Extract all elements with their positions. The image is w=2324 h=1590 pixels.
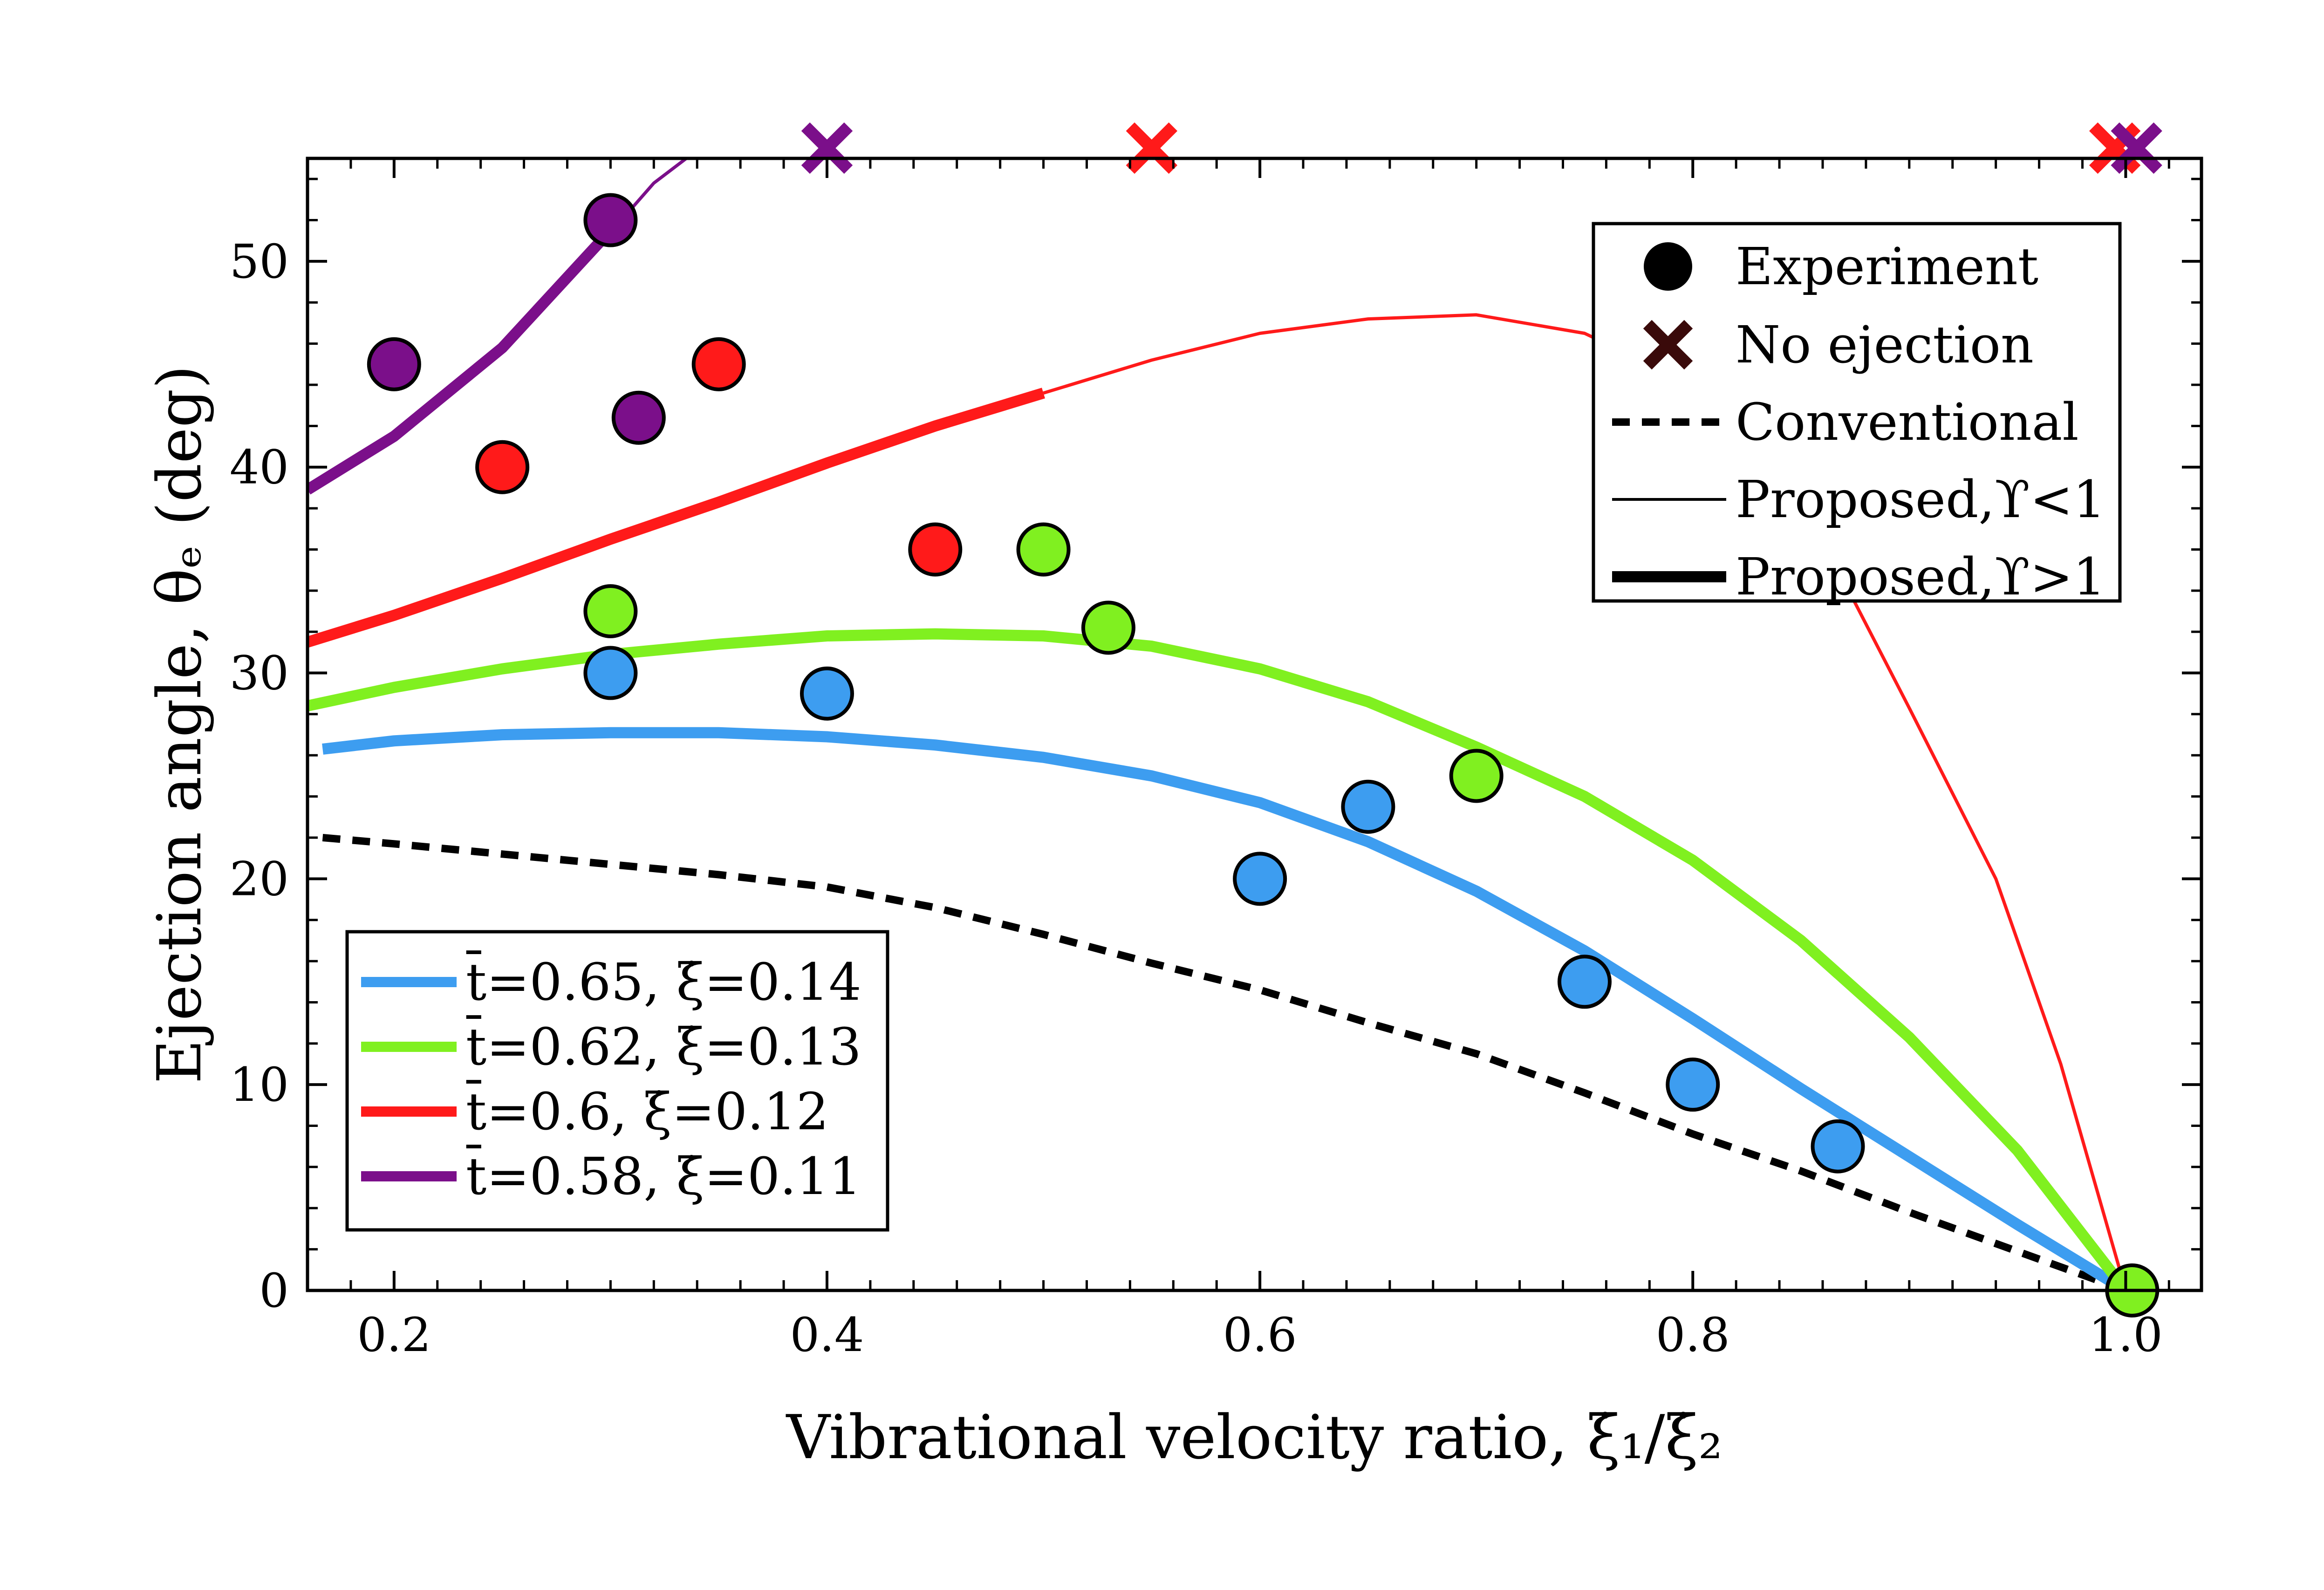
no-ejection-legend-marker (1643, 320, 1693, 370)
experiment-point-green (1449, 749, 1504, 803)
experiment-point-green (1016, 522, 1071, 577)
plot-frame (306, 157, 2203, 1292)
proposed-thick-curve-blue (322, 727, 2129, 1290)
series-legend-label-red: t̄=0.6, ξ̇=0.12 (466, 1080, 829, 1141)
y-tick-label: 50 (230, 234, 289, 289)
x-tick-label: 0.4 (790, 1308, 864, 1362)
series-legend-label-blue: t̄=0.65, ξ̇=0.14 (466, 950, 861, 1012)
no-ejection-marker-purple (2111, 122, 2162, 174)
legend-label-experiment: Experiment (1736, 237, 2038, 296)
experiment-point-green (583, 584, 638, 638)
legend-label-proposed-thick: Proposed,ϒ>1 (1736, 547, 2105, 607)
x-tick-label: 0.8 (1656, 1308, 1730, 1362)
experiment-point-blue (800, 666, 854, 721)
y-tick-label: 0 (259, 1263, 289, 1318)
y-axis-title: Ejection angle, θₑ (deg) (144, 365, 215, 1084)
x-axis-title: Vibrational velocity ratio, ξ̇₁/ξ̇₂ (786, 1402, 1722, 1473)
no-ejection-marker-purple (801, 122, 853, 174)
experiment-point-blue (1811, 1119, 1865, 1174)
x-tick-label: 1.0 (2089, 1308, 2163, 1362)
experiment-point-purple (367, 337, 421, 391)
series-legend-label-purple: t̄=0.58, ξ̇=0.11 (466, 1145, 861, 1206)
experiment-point-green (1081, 601, 1135, 655)
no-ejection-marker-red (1126, 122, 1178, 174)
experiment-point-blue (583, 646, 638, 700)
marker-legend: Experiment No ejection Conventional Prop… (1592, 222, 2122, 607)
experiment-point-purple (583, 193, 638, 247)
y-tick-label: 10 (230, 1058, 289, 1112)
series-legend-label-green: t̄=0.62, ξ̇=0.13 (466, 1015, 861, 1077)
y-tick-label: 40 (230, 440, 289, 495)
experiment-point-blue (1233, 852, 1287, 906)
proposed-thick-curve-red (308, 388, 1045, 648)
experiment-legend-marker (1644, 242, 1692, 291)
legend-label-proposed-thin: Proposed,ϒ<1 (1736, 470, 2105, 529)
legend-label-no-ejection: No ejection (1736, 315, 2034, 375)
experiment-point-red (691, 337, 746, 391)
experiment-point-red (908, 522, 963, 577)
legend-label-conventional: Conventional (1736, 392, 2079, 452)
experiment-point-blue (1341, 779, 1395, 834)
proposed-thick-curve-purple (308, 226, 615, 495)
series-legend: t̄=0.65, ξ̇=0.14 t̄=0.62, ξ̇=0.13 t̄=0.6… (345, 930, 889, 1232)
x-tick-label: 0.2 (357, 1308, 431, 1362)
conventional-curve (322, 834, 2127, 1290)
y-tick-label: 20 (230, 852, 289, 906)
x-tick-label: 0.6 (1223, 1308, 1297, 1362)
experiment-point-blue (1666, 1058, 1720, 1112)
experiment-point-blue (1557, 955, 1612, 1009)
experiment-point-red (475, 440, 530, 494)
y-tick-label: 30 (230, 646, 289, 701)
experiment-point-purple (611, 390, 666, 445)
